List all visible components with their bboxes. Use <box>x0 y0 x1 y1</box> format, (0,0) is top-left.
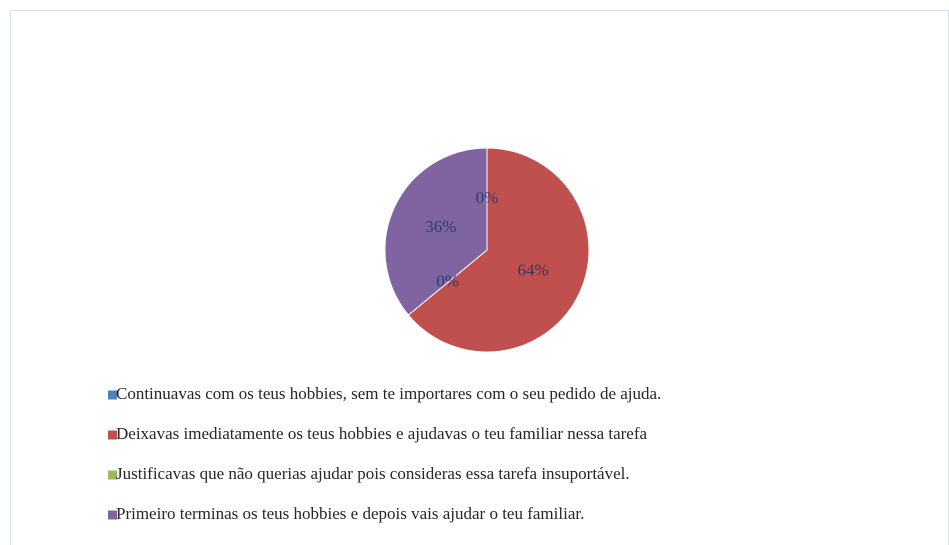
legend-label: Justificavas que não querias ajudar pois… <box>116 464 630 483</box>
data-label: 36% <box>425 217 456 236</box>
legend-label: Continuavas com os teus hobbies, sem te … <box>116 384 661 403</box>
legend-swatch <box>108 510 117 520</box>
data-label: 0% <box>436 271 459 290</box>
legend-label: Primeiro terminas os teus hobbies e depo… <box>116 504 584 523</box>
pie-slice <box>407 147 590 353</box>
data-label: 0% <box>476 188 499 207</box>
legend-label: Deixavas imediatamente os teus hobbies e… <box>116 424 648 443</box>
pie-slice <box>384 147 488 316</box>
legend-swatch <box>108 390 117 400</box>
legend-swatch <box>108 430 117 440</box>
legend-swatch <box>108 470 117 480</box>
data-label: 64% <box>518 261 549 280</box>
